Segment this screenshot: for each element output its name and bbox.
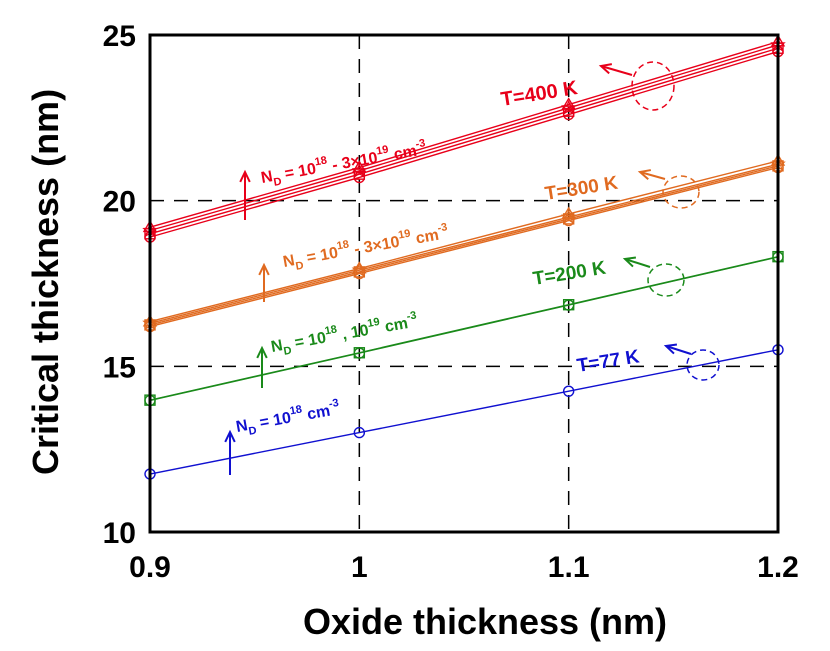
- marker-triangle: [352, 261, 367, 274]
- series-T300: [144, 160, 784, 331]
- arrow-T200-head: [622, 256, 637, 268]
- series-line: [149, 40, 779, 228]
- series-T77: [144, 344, 784, 480]
- marker-square: [353, 168, 366, 180]
- arrow-T300: [639, 171, 666, 180]
- marker-square: [353, 347, 366, 359]
- series-line: [149, 165, 779, 326]
- y-tick-label: 10: [103, 517, 136, 550]
- doping-arrow-nd-200-head: [256, 345, 268, 359]
- series-line: [149, 160, 779, 323]
- arrow-T200: [624, 258, 651, 268]
- series-line: [149, 166, 779, 328]
- series-T200: [144, 250, 784, 406]
- y-tick-label: 15: [103, 351, 136, 384]
- arrow-T77: [665, 345, 692, 355]
- x-axis-title: Oxide thickness (nm): [303, 601, 667, 642]
- temperature-label-T200: T=200 K: [531, 258, 607, 290]
- temperature-label-T77: T=77 K: [575, 346, 641, 377]
- doping-label-nd-77: ND = 1018 cm-3: [234, 397, 342, 440]
- arrow-T400-head: [598, 63, 613, 75]
- plot-frame: [148, 33, 780, 534]
- series-line: [149, 163, 779, 324]
- annotation-layer: T=400 KT=300 KT=200 KT=77 KND = 1018 - 3…: [224, 61, 720, 475]
- x-tick-label: 1: [351, 551, 368, 584]
- dashed-circle-T77: [686, 349, 720, 381]
- x-tick-label: 1.2: [757, 551, 799, 584]
- series-line: [149, 44, 779, 232]
- x-tick-label: 0.9: [129, 551, 171, 584]
- arrow-T77-head: [663, 343, 678, 355]
- arrow-T300-head: [637, 169, 652, 181]
- dashed-circle-T300: [662, 175, 700, 209]
- marker-circle: [353, 426, 366, 439]
- doping-arrow-nd-300-head: [258, 262, 270, 276]
- doping-arrow-nd-77-head: [224, 429, 236, 443]
- marker-triangle: [561, 206, 576, 219]
- y-tick-label: 20: [103, 186, 136, 219]
- x-tick-label: 1.1: [548, 551, 590, 584]
- marker-square: [562, 299, 575, 311]
- arrow-T400: [600, 65, 633, 76]
- dashed-circle-T400: [631, 61, 675, 111]
- series-line: [149, 255, 779, 401]
- marker-square: [562, 105, 575, 117]
- series-layer: [142, 34, 786, 480]
- marker-circle: [562, 385, 575, 397]
- series-line: [149, 349, 779, 475]
- series-T400: [142, 34, 786, 233]
- doping-arrow-nd-400-head: [239, 169, 251, 183]
- marker-triangle: [561, 97, 576, 110]
- dashed-circle-T200: [647, 263, 685, 297]
- doping-label-nd-200: ND = 1018 , 1019 cm-3: [269, 309, 420, 359]
- y-axis-title: Critical thickness (nm): [25, 89, 66, 475]
- series-line: [149, 50, 779, 238]
- y-tick-label: 25: [103, 20, 136, 53]
- ticks: 0.9 1 1.1 1.2 10 15 20 25: [103, 20, 799, 584]
- marker-triangle: [352, 160, 367, 173]
